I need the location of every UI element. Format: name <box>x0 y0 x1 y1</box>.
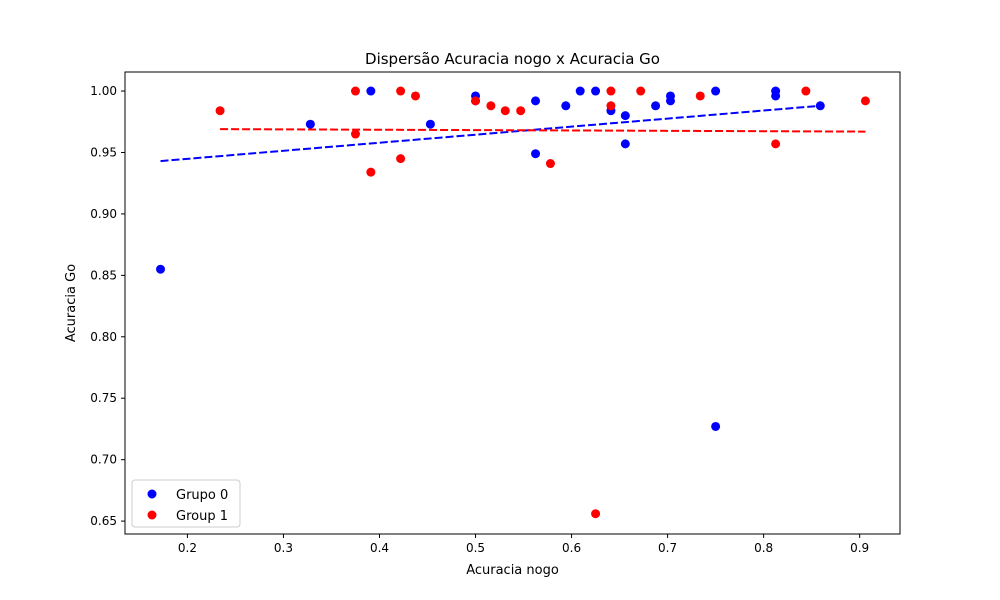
legend: Grupo 0 Group 1 <box>131 479 241 528</box>
data-point-series-1 <box>801 86 811 96</box>
x-axis: 0.2 0.3 0.4 0.5 0.6 0.7 0.8 0.9 <box>178 534 869 555</box>
data-point-series-0 <box>531 149 541 159</box>
legend-frame <box>131 479 241 528</box>
legend-marker-series-1 <box>147 510 157 520</box>
data-point-series-0 <box>711 421 721 431</box>
data-point-series-0 <box>620 111 630 121</box>
x-tick-label: 0.9 <box>850 541 869 555</box>
data-point-series-0 <box>711 86 721 96</box>
data-point-series-1 <box>606 86 616 96</box>
x-tick-label: 0.5 <box>466 541 485 555</box>
legend-label-series-1: Group 1 <box>176 509 228 524</box>
data-point-series-0 <box>425 119 435 129</box>
x-tick-label: 0.8 <box>754 541 773 555</box>
y-tick-label: 0.95 <box>90 145 117 159</box>
data-point-series-1 <box>860 96 870 106</box>
data-point-series-0 <box>665 96 675 106</box>
data-point-series-1 <box>545 159 555 169</box>
data-point-series-0 <box>561 101 571 111</box>
y-tick-label: 0.70 <box>90 453 117 467</box>
data-point-series-1 <box>695 91 705 101</box>
data-point-series-1 <box>350 129 360 139</box>
data-point-series-1 <box>771 139 781 149</box>
legend-marker-series-0 <box>147 489 157 499</box>
x-tick-label: 0.2 <box>178 541 197 555</box>
data-point-series-1 <box>411 91 421 101</box>
data-point-series-0 <box>531 96 541 106</box>
data-point-series-1 <box>396 86 406 96</box>
y-axis-label: Acuracia Go <box>64 264 79 342</box>
points-layer <box>156 86 870 519</box>
data-point-series-1 <box>500 106 510 116</box>
y-tick-label: 0.80 <box>90 330 117 344</box>
data-point-series-1 <box>215 106 225 116</box>
x-tick-label: 0.3 <box>274 541 293 555</box>
data-point-series-0 <box>591 86 601 96</box>
trend-line-series-0 <box>160 104 821 163</box>
data-point-series-1 <box>636 86 646 96</box>
data-point-series-0 <box>620 139 630 149</box>
x-tick-label: 0.6 <box>562 541 581 555</box>
data-point-series-0 <box>366 86 376 96</box>
data-point-series-0 <box>771 91 781 101</box>
data-point-series-0 <box>156 264 166 274</box>
data-point-series-1 <box>591 509 601 519</box>
y-tick-label: 0.65 <box>90 514 117 528</box>
data-point-series-0 <box>305 119 315 129</box>
data-point-series-1 <box>606 101 616 111</box>
y-tick-label: 1.00 <box>90 84 117 98</box>
x-axis-label: Acuracia nogo <box>466 563 559 578</box>
data-point-series-1 <box>350 86 360 96</box>
x-tick-label: 0.7 <box>658 541 677 555</box>
data-point-series-1 <box>516 106 526 116</box>
data-point-series-1 <box>486 101 496 111</box>
y-tick-label: 0.75 <box>90 391 117 405</box>
chart-title: Dispersão Acuracia nogo x Acuracia Go <box>365 50 660 68</box>
legend-label-series-0: Grupo 0 <box>176 488 228 503</box>
data-point-series-0 <box>575 86 585 96</box>
data-point-series-0 <box>651 101 661 111</box>
plot-frame <box>124 71 901 535</box>
x-tick-label: 0.4 <box>370 541 389 555</box>
data-point-series-1 <box>366 167 376 177</box>
y-tick-label: 0.90 <box>90 207 117 221</box>
data-point-series-1 <box>396 154 406 164</box>
data-point-series-1 <box>471 96 481 106</box>
trend-line-series-1 <box>220 128 866 133</box>
y-tick-label: 0.85 <box>90 268 117 282</box>
trend-layer <box>160 104 866 163</box>
y-axis: 0.65 0.70 0.75 0.80 0.85 0.90 0.95 1.00 <box>90 84 125 528</box>
